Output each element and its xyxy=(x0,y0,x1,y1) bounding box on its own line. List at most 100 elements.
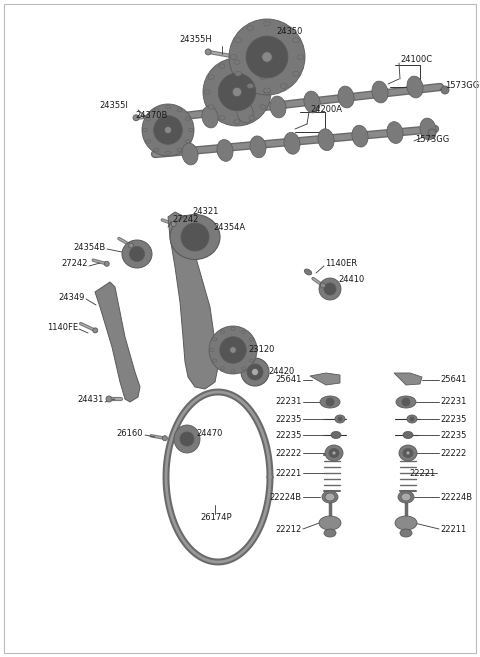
Ellipse shape xyxy=(338,417,342,421)
Text: 24354A: 24354A xyxy=(213,223,245,231)
Text: 22231: 22231 xyxy=(440,397,467,407)
Ellipse shape xyxy=(142,104,194,156)
Text: 24355H: 24355H xyxy=(179,35,212,43)
Ellipse shape xyxy=(213,338,217,341)
Ellipse shape xyxy=(387,122,403,143)
Ellipse shape xyxy=(209,326,257,374)
Ellipse shape xyxy=(247,26,254,30)
Ellipse shape xyxy=(217,139,233,162)
Ellipse shape xyxy=(304,91,320,113)
Ellipse shape xyxy=(185,140,190,143)
Ellipse shape xyxy=(407,76,423,98)
Ellipse shape xyxy=(202,106,218,128)
Ellipse shape xyxy=(292,38,300,43)
Text: 27242: 27242 xyxy=(61,260,88,269)
Ellipse shape xyxy=(264,90,270,94)
Ellipse shape xyxy=(180,432,194,446)
Ellipse shape xyxy=(218,74,256,110)
Text: 1573GG: 1573GG xyxy=(445,81,479,89)
Text: 22235: 22235 xyxy=(276,430,302,440)
Ellipse shape xyxy=(165,126,171,133)
Ellipse shape xyxy=(352,125,368,147)
Ellipse shape xyxy=(325,493,335,501)
Ellipse shape xyxy=(247,364,263,380)
Text: 26160: 26160 xyxy=(117,428,143,438)
Text: 24354B: 24354B xyxy=(74,242,106,252)
Text: 22222: 22222 xyxy=(440,449,466,457)
Ellipse shape xyxy=(420,118,436,140)
Ellipse shape xyxy=(146,140,151,143)
Text: 24420: 24420 xyxy=(268,367,294,376)
Ellipse shape xyxy=(220,330,225,333)
Ellipse shape xyxy=(292,71,300,76)
Ellipse shape xyxy=(264,88,270,93)
Ellipse shape xyxy=(399,445,417,461)
Text: 22211: 22211 xyxy=(440,524,466,533)
Ellipse shape xyxy=(410,417,414,421)
Ellipse shape xyxy=(252,369,259,376)
Text: 1573GG: 1573GG xyxy=(415,135,449,143)
Ellipse shape xyxy=(235,38,241,43)
Ellipse shape xyxy=(321,283,325,288)
Ellipse shape xyxy=(231,369,235,373)
Ellipse shape xyxy=(335,415,345,423)
Ellipse shape xyxy=(106,396,112,402)
Ellipse shape xyxy=(331,432,341,438)
Text: 27242: 27242 xyxy=(172,215,198,225)
Ellipse shape xyxy=(234,120,240,124)
Ellipse shape xyxy=(177,148,182,152)
Text: 24350: 24350 xyxy=(276,26,302,35)
Text: 22221: 22221 xyxy=(410,468,436,478)
Ellipse shape xyxy=(260,104,266,109)
Ellipse shape xyxy=(154,148,159,152)
Ellipse shape xyxy=(319,278,341,300)
Ellipse shape xyxy=(143,128,147,131)
Text: 1140ER: 1140ER xyxy=(325,260,357,269)
Text: 24349: 24349 xyxy=(59,292,85,302)
Ellipse shape xyxy=(241,367,246,370)
Ellipse shape xyxy=(219,64,225,68)
Text: 24370B: 24370B xyxy=(135,112,168,120)
Ellipse shape xyxy=(133,115,139,121)
Ellipse shape xyxy=(249,116,255,120)
Ellipse shape xyxy=(166,151,170,154)
Ellipse shape xyxy=(170,214,220,260)
Ellipse shape xyxy=(203,58,271,126)
Text: 24321: 24321 xyxy=(192,208,218,217)
Polygon shape xyxy=(95,282,140,402)
Ellipse shape xyxy=(93,328,98,333)
Text: 22222: 22222 xyxy=(276,449,302,457)
Polygon shape xyxy=(310,373,340,385)
Ellipse shape xyxy=(304,269,312,275)
Ellipse shape xyxy=(171,221,176,227)
Ellipse shape xyxy=(326,398,334,406)
Ellipse shape xyxy=(220,367,225,370)
Ellipse shape xyxy=(396,396,416,408)
Polygon shape xyxy=(168,212,218,389)
Ellipse shape xyxy=(229,19,305,95)
Ellipse shape xyxy=(219,116,225,120)
Ellipse shape xyxy=(210,348,214,351)
Ellipse shape xyxy=(401,493,411,501)
Ellipse shape xyxy=(403,449,413,457)
Ellipse shape xyxy=(230,347,236,353)
Ellipse shape xyxy=(264,21,270,26)
Ellipse shape xyxy=(247,83,254,89)
Ellipse shape xyxy=(189,128,193,131)
Ellipse shape xyxy=(185,117,190,120)
Ellipse shape xyxy=(235,71,241,76)
Ellipse shape xyxy=(252,348,256,351)
Ellipse shape xyxy=(208,75,214,79)
Ellipse shape xyxy=(220,337,246,363)
Ellipse shape xyxy=(284,132,300,154)
Ellipse shape xyxy=(398,491,414,503)
Text: 22224B: 22224B xyxy=(270,493,302,501)
Text: 24355I: 24355I xyxy=(99,101,128,110)
Text: 24431: 24431 xyxy=(78,396,104,405)
Ellipse shape xyxy=(322,491,338,503)
Ellipse shape xyxy=(260,75,266,79)
Text: 24410: 24410 xyxy=(338,275,364,284)
Ellipse shape xyxy=(129,243,133,248)
Ellipse shape xyxy=(428,129,436,137)
Text: 22235: 22235 xyxy=(440,430,467,440)
